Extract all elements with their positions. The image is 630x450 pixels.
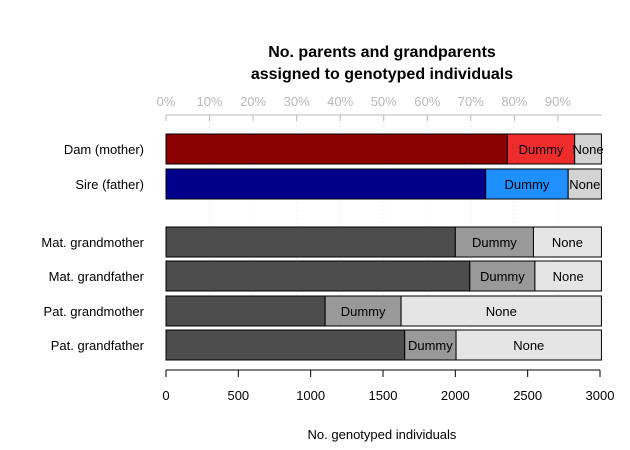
x-axis-label: No. genotyped individuals xyxy=(308,427,457,442)
percent-tick-label: 30% xyxy=(284,94,310,109)
percent-tick-label: 60% xyxy=(414,94,440,109)
segment-label: None xyxy=(552,235,583,250)
percent-tick-label: 20% xyxy=(240,94,266,109)
row-label: Mat. grandmother xyxy=(41,235,144,250)
bar-segment xyxy=(506,133,576,165)
chart-title-line-2: assigned to genotyped individuals xyxy=(251,66,513,83)
segment-label: None xyxy=(486,304,517,319)
percent-tick-label: 10% xyxy=(197,94,223,109)
percent-tick-label: 0% xyxy=(157,94,176,109)
segment-label: Dummy xyxy=(408,338,453,353)
bar-segment xyxy=(165,329,406,361)
bar-segment xyxy=(400,295,602,327)
x-tick-label: 2000 xyxy=(441,388,470,403)
percent-tick-label: 50% xyxy=(371,94,397,109)
percent-tick-label: 70% xyxy=(458,94,484,109)
bar-segment xyxy=(567,168,602,200)
row-label: Mat. grandfather xyxy=(49,269,145,284)
bar-segment xyxy=(574,133,602,165)
percent-axis: 0% 10% 20% 30% 40% 50% 60% 70% 80% 90% xyxy=(157,94,602,121)
segment-label: Dummy xyxy=(472,235,517,250)
x-tick-label: 0 xyxy=(162,388,169,403)
row-label: Dam (mother) xyxy=(64,142,144,157)
x-tick-label: 2500 xyxy=(513,388,542,403)
bar-segment xyxy=(165,168,487,200)
segment-label: None xyxy=(513,338,544,353)
row-label: Sire (father) xyxy=(75,177,144,192)
x-axis: 0 500 1000 1500 2000 2500 3000 xyxy=(162,369,615,403)
segment-label: None xyxy=(569,177,600,192)
row-label: Pat. grandmother xyxy=(44,304,145,319)
percent-tick-label: 80% xyxy=(501,94,527,109)
percent-tick-label: 90% xyxy=(545,94,571,109)
bars: Dummy None Dummy None Dummy None Dummy None Dumm… xyxy=(165,133,604,361)
segment-label: Dummy xyxy=(480,269,525,284)
bar-segment xyxy=(165,260,471,292)
x-tick-label: 500 xyxy=(227,388,249,403)
x-tick-label: 3000 xyxy=(586,388,615,403)
segment-label: None xyxy=(573,142,604,157)
segment-label: None xyxy=(553,269,584,284)
bar-segment xyxy=(532,226,602,258)
percent-tick-label: 40% xyxy=(327,94,353,109)
bar-segment xyxy=(485,168,569,200)
x-tick-label: 1000 xyxy=(296,388,325,403)
bar-segment xyxy=(404,329,457,361)
row-labels: Dam (mother) Sire (father) Mat. grandmothe… xyxy=(41,142,144,353)
chart-title-line-1: No. parents and grandparents xyxy=(268,44,496,61)
segment-label: Dummy xyxy=(341,304,386,319)
bar-segment xyxy=(165,226,456,258)
row-label: Pat. grandfather xyxy=(51,338,145,353)
bar-segment xyxy=(455,329,602,361)
segment-label: Dummy xyxy=(505,177,550,192)
x-tick-label: 1500 xyxy=(369,388,398,403)
bar-segment xyxy=(165,133,508,165)
bar-segment xyxy=(534,260,602,292)
bar-segment xyxy=(165,295,326,327)
segment-label: Dummy xyxy=(519,142,564,157)
